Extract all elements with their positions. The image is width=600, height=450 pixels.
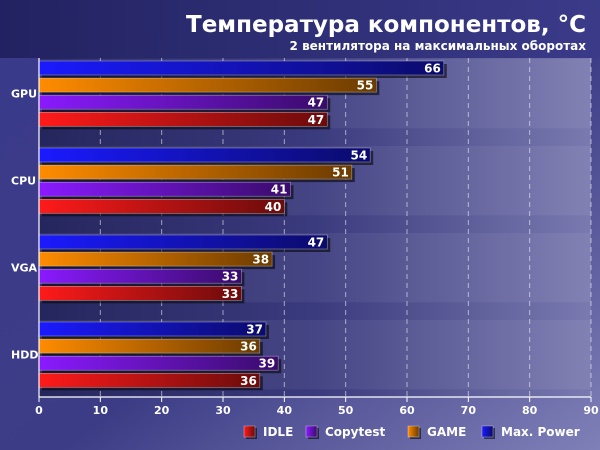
bar-hdd-copytest bbox=[38, 355, 279, 371]
legend-swatch-idle bbox=[243, 425, 256, 438]
x-tick-label-20: 20 bbox=[154, 404, 170, 417]
value-label-vga-game: 38 bbox=[252, 253, 269, 267]
legend: IDLE Copytest GAME Max. Power bbox=[243, 425, 580, 439]
value-label-hdd-copytest: 39 bbox=[258, 357, 275, 371]
legend-label-idle: IDLE bbox=[263, 425, 293, 439]
bar-cpu-max-power bbox=[38, 147, 371, 163]
bar-gpu-max-power bbox=[38, 60, 445, 76]
value-label-hdd-idle: 36 bbox=[240, 374, 257, 388]
x-tick-label-70: 70 bbox=[461, 404, 477, 417]
bar-vga-game bbox=[38, 251, 273, 267]
x-tick-label-90: 90 bbox=[583, 404, 599, 417]
legend-label-copytest: Copytest bbox=[325, 425, 385, 439]
category-labels: GPU CPU VGA HDD bbox=[11, 88, 38, 362]
value-label-cpu-max-power: 54 bbox=[350, 149, 367, 163]
value-label-vga-max-power: 47 bbox=[308, 236, 325, 250]
bar-hdd-idle bbox=[38, 372, 261, 388]
chart-title: Температура компонентов, °C bbox=[186, 12, 586, 38]
legend-label-game: GAME bbox=[427, 425, 466, 439]
bar-hdd-game bbox=[38, 338, 261, 354]
chart-subtitle: 2 вентилятора на максимальных оборотах bbox=[290, 39, 587, 53]
value-label-hdd-game: 36 bbox=[240, 340, 257, 354]
category-label-hdd: HDD bbox=[11, 349, 38, 362]
x-tick-label-10: 10 bbox=[93, 404, 109, 417]
value-label-hdd-max-power: 37 bbox=[246, 323, 263, 337]
bar-cpu-copytest bbox=[38, 181, 291, 197]
x-tick-label-80: 80 bbox=[522, 404, 538, 417]
value-label-cpu-idle: 40 bbox=[265, 200, 282, 214]
legend-swatch-game bbox=[407, 425, 420, 438]
bar-cpu-idle bbox=[38, 199, 285, 214]
x-tick-label-60: 60 bbox=[399, 404, 415, 417]
bar-gpu-idle bbox=[38, 112, 328, 127]
value-label-cpu-game: 51 bbox=[332, 166, 349, 180]
value-label-vga-copytest: 33 bbox=[222, 270, 239, 284]
category-label-gpu: GPU bbox=[11, 88, 37, 101]
x-axis: 0 10 20 30 40 50 60 70 80 90 bbox=[35, 58, 599, 417]
value-label-vga-idle: 33 bbox=[222, 287, 239, 301]
bar-gpu-game bbox=[38, 77, 377, 93]
legend-swatch-copytest bbox=[305, 425, 318, 438]
bar-cpu-game bbox=[38, 164, 353, 180]
x-tick-label-50: 50 bbox=[338, 404, 354, 417]
value-label-cpu-copytest: 41 bbox=[271, 183, 288, 197]
x-tick-label-30: 30 bbox=[215, 404, 231, 417]
value-label-gpu-copytest: 47 bbox=[308, 96, 325, 110]
bar-hdd-max-power bbox=[38, 321, 267, 337]
category-label-cpu: CPU bbox=[11, 175, 36, 188]
bar-gpu-copytest bbox=[38, 94, 328, 110]
value-label-gpu-idle: 47 bbox=[308, 113, 325, 127]
bar-vga-idle bbox=[38, 285, 242, 301]
title-band bbox=[0, 0, 600, 58]
x-tick-label-0: 0 bbox=[35, 404, 43, 417]
value-label-gpu-game: 55 bbox=[357, 79, 374, 93]
x-tick-label-40: 40 bbox=[277, 404, 293, 417]
bar-vga-max-power bbox=[38, 234, 328, 250]
legend-label-max-power: Max. Power bbox=[501, 425, 580, 439]
legend-swatch-max-power bbox=[481, 425, 494, 438]
bar-vga-copytest bbox=[38, 268, 242, 284]
value-label-gpu-max-power: 66 bbox=[424, 62, 441, 76]
category-label-vga: VGA bbox=[11, 262, 38, 275]
